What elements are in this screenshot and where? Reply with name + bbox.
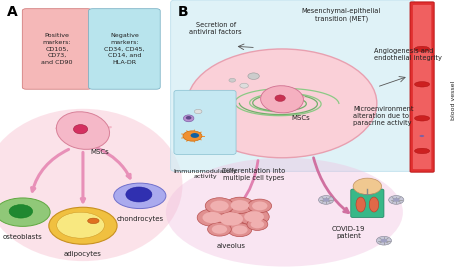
Ellipse shape <box>414 46 429 52</box>
Text: COVID-19
patient: COVID-19 patient <box>332 226 365 239</box>
Ellipse shape <box>9 205 33 218</box>
Ellipse shape <box>191 133 199 138</box>
Circle shape <box>229 78 236 82</box>
Ellipse shape <box>186 116 191 120</box>
Circle shape <box>230 200 249 211</box>
Ellipse shape <box>126 187 152 202</box>
Ellipse shape <box>414 148 429 154</box>
Circle shape <box>202 212 222 223</box>
Circle shape <box>228 223 252 237</box>
Text: Mesenchymal-epithelial
transition (MET): Mesenchymal-epithelial transition (MET) <box>301 8 381 22</box>
Circle shape <box>210 201 228 211</box>
Text: Differentiation into
multiple cell types: Differentiation into multiple cell types <box>222 168 285 181</box>
Circle shape <box>353 178 382 194</box>
Text: Angiogenesis and
endothelial integrity: Angiogenesis and endothelial integrity <box>374 48 442 61</box>
Ellipse shape <box>275 95 285 101</box>
Text: osteoblasts: osteoblasts <box>3 234 43 240</box>
Circle shape <box>323 198 329 202</box>
Text: Immunomodulatory
activity: Immunomodulatory activity <box>173 169 237 180</box>
Circle shape <box>319 196 334 204</box>
Text: chondrocytes: chondrocytes <box>116 216 164 222</box>
Ellipse shape <box>73 125 88 134</box>
Text: MSCs: MSCs <box>90 149 109 155</box>
Circle shape <box>248 199 272 213</box>
Text: Secretion of
antiviral factors: Secretion of antiviral factors <box>189 22 242 35</box>
Ellipse shape <box>56 112 109 149</box>
Text: Negative
markers:
CD34, CD45,
CD14, and
HLA-DR: Negative markers: CD34, CD45, CD14, and … <box>104 33 145 65</box>
Ellipse shape <box>183 131 202 141</box>
FancyBboxPatch shape <box>171 0 415 171</box>
Ellipse shape <box>88 218 99 224</box>
FancyBboxPatch shape <box>22 9 91 89</box>
FancyBboxPatch shape <box>89 9 160 89</box>
Ellipse shape <box>369 197 379 212</box>
Ellipse shape <box>0 109 182 261</box>
FancyBboxPatch shape <box>413 5 431 169</box>
Circle shape <box>232 225 247 234</box>
Ellipse shape <box>356 197 365 212</box>
Ellipse shape <box>166 158 403 267</box>
Text: alveolus: alveolus <box>217 243 246 249</box>
Ellipse shape <box>414 82 429 87</box>
Circle shape <box>389 196 404 204</box>
Ellipse shape <box>183 115 194 122</box>
Text: MSCs: MSCs <box>292 115 310 121</box>
Circle shape <box>247 218 268 230</box>
Circle shape <box>208 222 231 236</box>
Text: A: A <box>7 5 18 19</box>
Circle shape <box>381 239 387 243</box>
Circle shape <box>376 236 392 245</box>
Text: Positive
markers:
CD105,
CD73,
and CD90: Positive markers: CD105, CD73, and CD90 <box>41 33 73 65</box>
Circle shape <box>239 208 269 225</box>
FancyBboxPatch shape <box>174 90 236 154</box>
Circle shape <box>212 225 227 234</box>
FancyBboxPatch shape <box>410 2 434 172</box>
Ellipse shape <box>0 198 50 226</box>
Ellipse shape <box>194 109 202 114</box>
Circle shape <box>197 209 228 226</box>
Circle shape <box>240 83 248 88</box>
Ellipse shape <box>414 116 429 121</box>
Circle shape <box>248 73 259 79</box>
Circle shape <box>244 211 264 222</box>
Circle shape <box>252 202 267 210</box>
Ellipse shape <box>261 86 303 113</box>
Circle shape <box>205 198 234 214</box>
Text: Microenvironment
alteration due to
paracrine activity: Microenvironment alteration due to parac… <box>353 106 414 126</box>
Text: B: B <box>178 5 188 19</box>
Text: adipocytes: adipocytes <box>64 251 102 257</box>
Ellipse shape <box>114 183 166 209</box>
Ellipse shape <box>57 212 104 238</box>
Circle shape <box>251 221 264 228</box>
Circle shape <box>226 197 254 214</box>
Text: blood vessel: blood vessel <box>451 81 456 120</box>
Circle shape <box>187 49 377 158</box>
Ellipse shape <box>419 135 424 137</box>
Circle shape <box>213 209 249 229</box>
Ellipse shape <box>49 207 117 244</box>
FancyBboxPatch shape <box>351 189 384 218</box>
Circle shape <box>393 198 400 202</box>
Circle shape <box>219 212 243 226</box>
